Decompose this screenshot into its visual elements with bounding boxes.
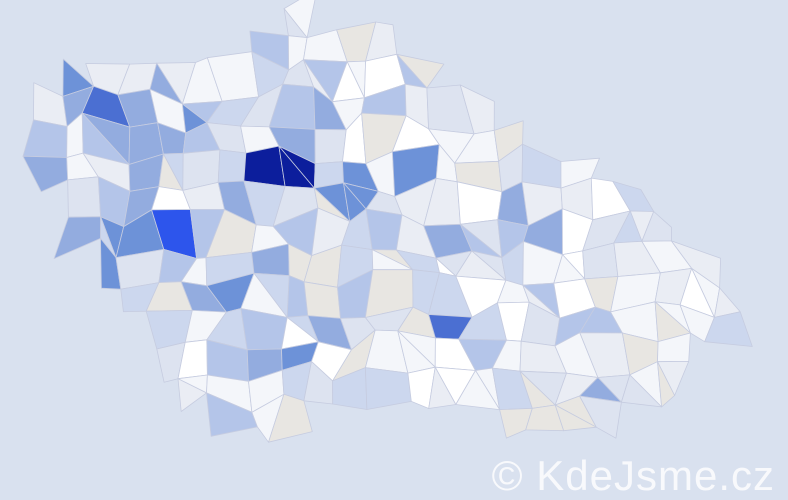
map-region[interactable] <box>67 176 101 218</box>
map-region[interactable] <box>53 216 101 259</box>
map-region[interactable] <box>657 361 675 408</box>
map-region[interactable] <box>621 374 662 408</box>
map-region[interactable] <box>303 281 341 319</box>
map-region[interactable] <box>365 367 412 410</box>
map-region[interactable] <box>268 393 313 443</box>
map-region[interactable] <box>455 370 500 410</box>
map-region[interactable] <box>217 149 247 183</box>
map-region[interactable] <box>554 404 597 432</box>
map-region[interactable] <box>177 378 207 412</box>
map-region[interactable] <box>22 119 68 158</box>
map-region[interactable] <box>33 82 68 127</box>
map-region[interactable] <box>579 395 622 439</box>
map-region[interactable] <box>365 208 403 251</box>
map-region[interactable] <box>704 311 753 347</box>
map-region[interactable] <box>314 129 347 164</box>
map-region[interactable] <box>428 366 457 409</box>
map-region[interactable] <box>521 143 562 189</box>
map-region[interactable] <box>22 155 69 193</box>
map-region[interactable] <box>243 145 286 187</box>
